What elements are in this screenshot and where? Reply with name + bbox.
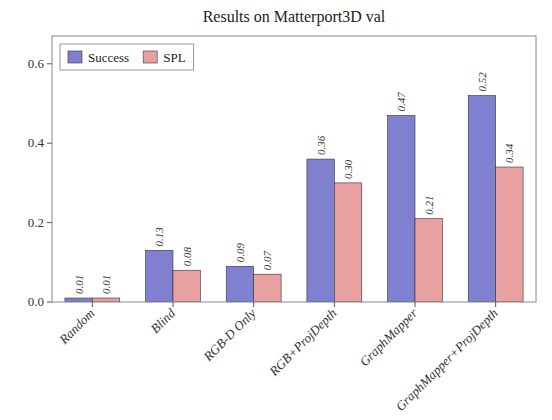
x-tick <box>173 302 174 307</box>
legend: Success SPL <box>60 44 194 70</box>
data-label: 0.21 <box>423 195 435 214</box>
bar <box>65 298 92 302</box>
x-tick <box>415 302 416 307</box>
bar <box>334 183 361 302</box>
data-label: 0.01 <box>100 275 112 294</box>
y-axis: 0.0 0.2 0.4 0.6 <box>28 56 52 309</box>
plot-frame <box>52 36 536 302</box>
y-tick <box>47 222 52 223</box>
data-label: 0.07 <box>261 250 273 270</box>
data-label: 0.13 <box>153 227 165 247</box>
chart: Results on Matterport3D val0.00.20.40.60… <box>0 0 552 420</box>
x-tick <box>253 302 254 307</box>
y-tick <box>47 143 52 144</box>
data-labels: 0.01 0.13 0.09 0.36 0.47 0.52 0.01 0.08 0.07 0.30… <box>73 72 516 294</box>
y-tick <box>47 302 52 303</box>
x-tick-label: Blind <box>148 305 179 336</box>
data-label: 0.09 <box>234 243 246 263</box>
data-label: 0.30 <box>342 159 354 179</box>
y-tick-label: 0.0 <box>28 294 44 309</box>
bar <box>146 250 173 302</box>
bar <box>415 219 442 302</box>
legend-frame <box>60 44 194 70</box>
y-tick-label: 0.4 <box>28 135 45 150</box>
bar <box>496 167 523 302</box>
title: Results on Matterport3D val <box>203 8 386 26</box>
data-label: 0.52 <box>476 72 488 92</box>
bar <box>92 298 119 302</box>
y-tick <box>47 63 52 64</box>
x-tick-label: GraphMapper <box>356 305 420 369</box>
data-label: 0.47 <box>395 92 407 112</box>
bar <box>307 159 334 302</box>
bar <box>388 115 415 302</box>
y-tick-label: 0.6 <box>28 56 45 71</box>
legend-swatch <box>143 51 157 63</box>
bar <box>468 96 495 302</box>
bar <box>254 274 281 302</box>
data-label: 0.01 <box>73 275 85 294</box>
x-tick-label: RGB-D Only <box>200 305 259 364</box>
data-label: 0.36 <box>315 135 327 155</box>
legend-label: SPL <box>163 50 185 65</box>
legend-swatch <box>68 51 82 63</box>
x-tick-label: Random <box>55 306 97 348</box>
x-axis: RandomBlindRGB-D OnlyRGB+ProjDepthGraphM… <box>55 302 500 414</box>
bars <box>65 96 523 302</box>
legend-label: Success <box>88 50 129 65</box>
data-label: 0.34 <box>503 143 515 163</box>
x-tick <box>92 302 93 307</box>
bar <box>173 270 200 302</box>
bar <box>226 266 253 302</box>
x-tick <box>495 302 496 307</box>
y-tick-label: 0.2 <box>28 215 44 230</box>
x-tick <box>334 302 335 307</box>
data-label: 0.08 <box>181 246 193 266</box>
x-tick-label: GraphMapper+ProjDepth <box>392 306 500 414</box>
x-tick-label: RGB+ProjDepth <box>266 306 340 380</box>
